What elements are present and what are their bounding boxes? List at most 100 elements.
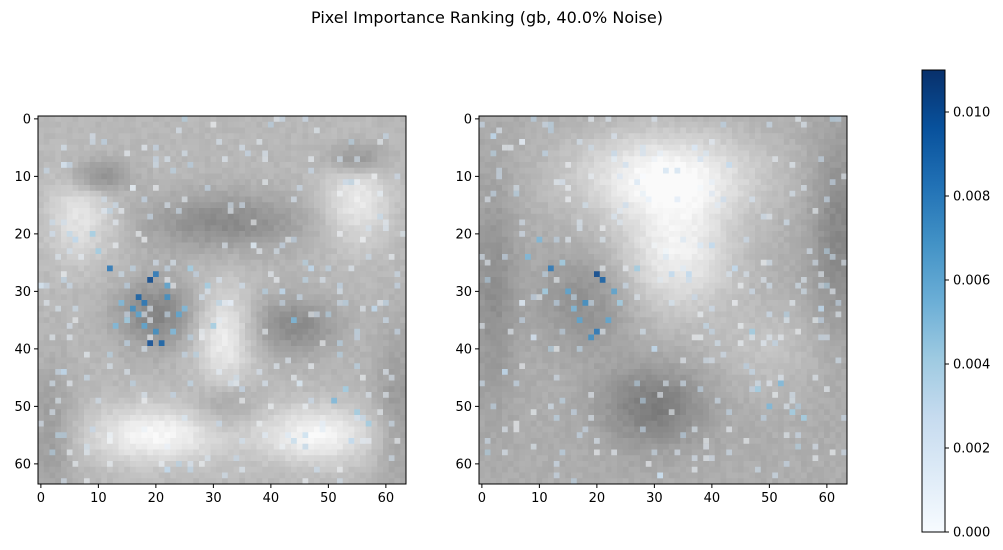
importance-pixel xyxy=(720,196,727,203)
importance-pixel xyxy=(273,116,280,122)
importance-pixel-high xyxy=(124,317,130,323)
y-tick-label: 30 xyxy=(14,285,31,300)
importance-pixel xyxy=(674,167,681,174)
importance-pixel xyxy=(795,328,801,335)
importance-pixel-high xyxy=(153,271,159,277)
importance-pixel xyxy=(337,282,343,289)
importance-pixel-high xyxy=(342,386,349,392)
importance-pixel xyxy=(141,397,148,404)
importance-pixel xyxy=(703,443,709,450)
importance-pixel xyxy=(760,277,767,283)
importance-pixel xyxy=(170,167,176,174)
importance-pixel xyxy=(760,415,767,421)
importance-pixel xyxy=(760,213,767,220)
importance-pixel-high xyxy=(95,248,102,254)
importance-pixel xyxy=(611,449,617,456)
importance-pixel xyxy=(337,190,343,197)
importance-pixel xyxy=(622,162,629,168)
importance-pixel xyxy=(296,380,303,387)
importance-pixel xyxy=(107,351,113,358)
importance-pixel xyxy=(153,185,159,191)
importance-pixel xyxy=(383,369,389,375)
importance-pixel xyxy=(377,139,383,145)
importance-pixel xyxy=(365,254,372,260)
importance-pixel xyxy=(640,190,646,197)
importance-pixel xyxy=(605,116,612,122)
importance-pixel xyxy=(61,277,67,283)
importance-pixel xyxy=(553,374,560,381)
importance-pixel xyxy=(227,208,234,214)
importance-pixel xyxy=(640,328,646,335)
x-tick-label: 40 xyxy=(704,491,721,506)
importance-pixel xyxy=(571,294,577,300)
importance-pixel xyxy=(239,397,245,404)
importance-pixel xyxy=(479,380,485,387)
importance-pixel xyxy=(766,121,773,128)
y-tick-label: 60 xyxy=(455,457,472,472)
importance-pixel xyxy=(772,472,778,479)
importance-pixel xyxy=(651,242,658,249)
importance-pixel xyxy=(72,461,79,467)
importance-pixel xyxy=(479,323,485,329)
importance-pixel xyxy=(354,334,360,341)
importance-pixel xyxy=(726,271,732,277)
importance-pixel xyxy=(101,196,107,203)
importance-pixel xyxy=(553,277,560,283)
importance-pixel xyxy=(691,466,698,473)
importance-pixel-high xyxy=(153,328,159,335)
importance-pixel xyxy=(513,420,520,427)
importance-pixel-high xyxy=(605,317,612,323)
importance-pixel xyxy=(141,236,148,243)
importance-pixel xyxy=(308,397,314,404)
importance-pixel xyxy=(337,300,343,306)
importance-pixel xyxy=(651,156,658,162)
importance-pixel-high xyxy=(354,409,360,415)
importance-pixel xyxy=(709,139,715,145)
importance-pixel xyxy=(634,179,640,185)
importance-pixel-high xyxy=(542,288,548,295)
importance-pixel xyxy=(262,432,268,438)
importance-pixel xyxy=(302,432,309,438)
importance-pixel-high xyxy=(181,305,188,312)
axes-frame xyxy=(37,115,407,485)
importance-pixel xyxy=(107,438,113,444)
importance-pixel xyxy=(38,420,44,427)
importance-pixel xyxy=(325,265,332,272)
importance-pixel xyxy=(107,461,113,467)
importance-pixel xyxy=(262,150,268,157)
importance-pixel-high xyxy=(617,300,623,306)
importance-pixel xyxy=(502,426,508,433)
importance-pixel xyxy=(622,202,629,208)
importance-pixel xyxy=(319,420,326,427)
importance-pixel xyxy=(130,380,136,387)
importance-pixel-high xyxy=(634,265,640,272)
importance-pixel xyxy=(806,248,813,254)
importance-pixel xyxy=(611,133,617,139)
importance-pixel xyxy=(703,150,709,157)
importance-pixel xyxy=(663,248,669,254)
importance-pixel xyxy=(354,156,360,162)
importance-pixel xyxy=(697,334,704,341)
importance-pixel xyxy=(153,156,159,162)
importance-pixel xyxy=(256,420,263,427)
importance-pixel xyxy=(657,472,663,479)
importance-pixel xyxy=(239,282,245,289)
importance-pixel xyxy=(703,323,709,329)
importance-pixel xyxy=(302,277,309,283)
importance-pixel xyxy=(400,231,406,237)
importance-pixel xyxy=(599,328,606,335)
importance-pixel xyxy=(703,438,709,444)
importance-pixel xyxy=(565,236,571,243)
importance-pixel-high xyxy=(158,340,165,346)
importance-pixel xyxy=(268,403,274,410)
importance-pixel xyxy=(216,139,222,145)
importance-pixel xyxy=(548,121,554,128)
importance-pixel xyxy=(164,202,171,208)
importance-pixel xyxy=(296,294,303,300)
importance-pixel xyxy=(789,300,796,306)
importance-pixel-high xyxy=(576,317,583,323)
importance-pixel xyxy=(285,357,291,364)
importance-pixel xyxy=(130,265,136,272)
importance-pixel xyxy=(622,265,629,272)
importance-pixel xyxy=(354,179,360,185)
